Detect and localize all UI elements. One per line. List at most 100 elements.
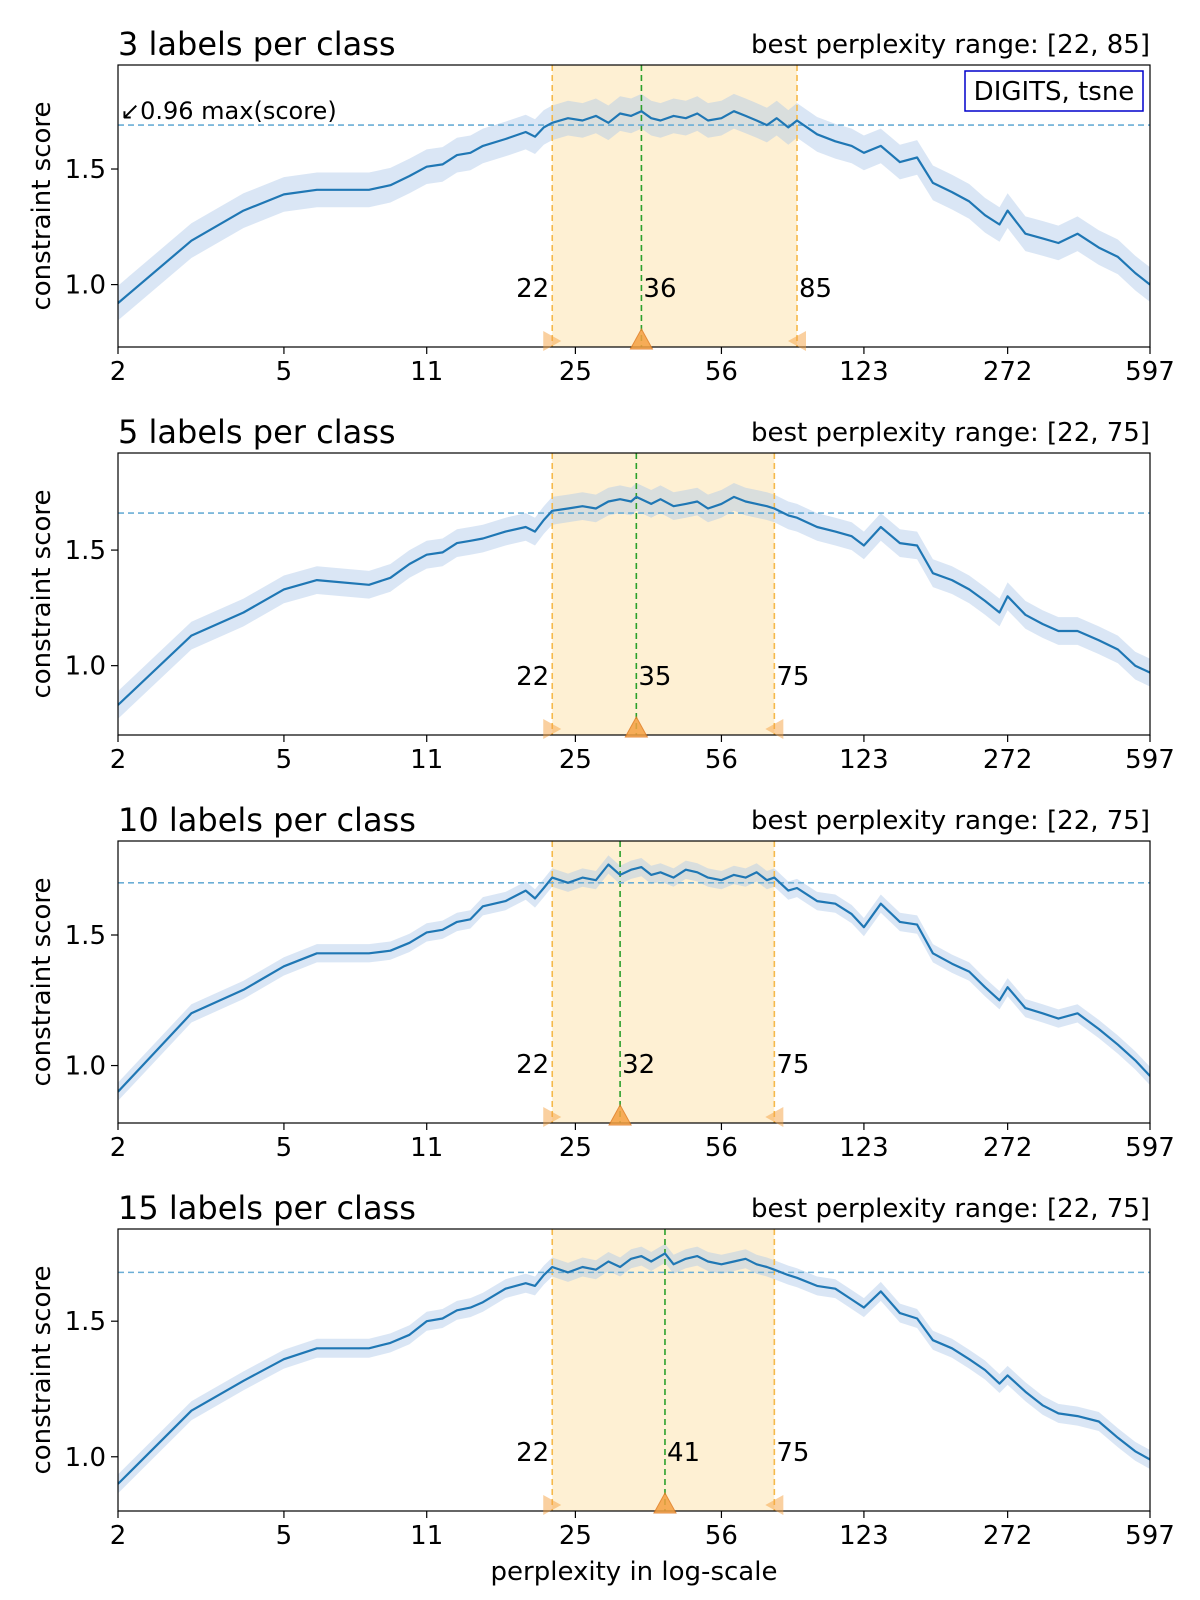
x-tick-label: 5	[276, 357, 293, 387]
plot-area	[118, 1229, 1150, 1511]
axes-frame	[117, 1228, 1151, 1512]
x-tick-label: 11	[410, 1133, 443, 1163]
chart-panel-3: 22 32 752 5 11 25 56 123 272 5971.01.5constraint …	[27, 801, 1175, 1163]
best-range-label: best perplexity range: [22, 75]	[751, 1194, 1150, 1224]
best-perplexity-label: 41	[667, 1438, 700, 1468]
x-tick-label: 272	[983, 1521, 1033, 1551]
x-tick-label: 2	[110, 1133, 127, 1163]
best-range-label: best perplexity range: [22, 75]	[751, 418, 1150, 448]
range-min-label: 22	[516, 274, 549, 304]
x-tick-label: 5	[276, 745, 293, 775]
x-axis-label: perplexity in log-scale	[491, 1557, 778, 1587]
x-tick-label: 11	[410, 1521, 443, 1551]
range-max-marker	[765, 1495, 784, 1515]
score-std-band	[118, 855, 1150, 1101]
x-tick-label: 5	[276, 1521, 293, 1551]
range-max-label: 75	[776, 1438, 809, 1468]
plot-area	[118, 453, 1150, 735]
score-series-line	[118, 1252, 1150, 1485]
x-tick-label: 56	[705, 1133, 738, 1163]
best-range-label: best perplexity range: [22, 75]	[751, 806, 1150, 836]
range-min-marker	[543, 331, 562, 351]
x-tick-label: 11	[410, 745, 443, 775]
legend-label: DIGITS, tsne	[974, 77, 1135, 107]
x-tick-label: 123	[839, 1133, 889, 1163]
best-perplexity-marker	[629, 327, 654, 350]
best-range-label: best perplexity range: [22, 85]	[751, 30, 1150, 60]
x-tick-label: 123	[839, 357, 889, 387]
x-tick-label: 25	[559, 1521, 592, 1551]
best-perplexity-marker	[624, 715, 649, 738]
x-tick-label: 2	[110, 357, 127, 387]
legend-box: DIGITS, tsne	[964, 70, 1144, 112]
y-tick-label: 1.5	[65, 921, 106, 951]
y-axis-label: constraint score	[27, 489, 57, 698]
best-perplexity-marker	[608, 1103, 632, 1126]
x-tick-label: 597	[1125, 357, 1175, 387]
best-range-shade	[552, 65, 798, 347]
y-axis-label: constraint score	[27, 1265, 57, 1474]
range-min-marker	[543, 719, 562, 739]
y-tick-label: 1.0	[65, 271, 106, 301]
plot-area	[118, 65, 1150, 347]
panel-title: 15 labels per class	[118, 1189, 416, 1227]
range-max-label: 85	[799, 274, 832, 304]
range-max-marker	[765, 719, 784, 739]
x-tick-label: 25	[559, 745, 592, 775]
x-tick-label: 272	[983, 357, 1033, 387]
x-tick-label: 597	[1125, 745, 1175, 775]
x-tick-label: 2	[110, 745, 127, 775]
range-min-label: 22	[516, 1050, 549, 1080]
axes-frame	[117, 840, 1151, 1124]
x-tick-label: 56	[705, 1521, 738, 1551]
plot-area	[118, 841, 1150, 1123]
range-min-label: 22	[516, 662, 549, 692]
chart-panel-2: 22 35 752 5 11 25 56 123 272 5971.01.5constraint …	[27, 413, 1175, 775]
range-min-marker	[543, 1107, 562, 1127]
x-tick-label: 11	[410, 357, 443, 387]
threshold-label: ↙0.96 max(score)	[120, 97, 337, 125]
chart-panel-4: 22 41 752 5 11 25 56 123 272 5971.01.5constraint …	[27, 1189, 1175, 1551]
range-min-label: 22	[516, 1438, 549, 1468]
score-series-line	[118, 495, 1150, 706]
y-tick-label: 1.0	[65, 1443, 106, 1473]
x-tick-label: 123	[839, 745, 889, 775]
y-axis-label: constraint score	[27, 877, 57, 1086]
x-tick-label: 597	[1125, 1521, 1175, 1551]
panel-title: 3 labels per class	[118, 25, 396, 63]
best-perplexity-label: 35	[638, 662, 671, 692]
best-perplexity-marker	[653, 1491, 677, 1514]
best-range-shade	[552, 841, 775, 1123]
range-min-marker	[543, 1495, 562, 1515]
x-tick-label: 56	[705, 745, 738, 775]
best-perplexity-label: 36	[643, 274, 676, 304]
score-series-line	[118, 863, 1150, 1093]
score-series-line	[118, 110, 1150, 304]
score-std-band	[118, 93, 1150, 321]
range-max-label: 75	[776, 1050, 809, 1080]
y-tick-label: 1.0	[65, 652, 106, 682]
range-max-marker	[765, 1107, 784, 1127]
x-tick-label: 25	[559, 357, 592, 387]
x-tick-label: 2	[110, 1521, 127, 1551]
chart-panel-1: 22 36 852 5 11 25 56 123 272 5971.01.5constraint …	[27, 25, 1175, 387]
x-tick-label: 123	[839, 1521, 889, 1551]
x-tick-label: 597	[1125, 1133, 1175, 1163]
range-max-label: 75	[776, 662, 809, 692]
y-tick-label: 1.5	[65, 155, 106, 185]
x-tick-label: 272	[983, 745, 1033, 775]
y-tick-label: 1.5	[65, 1307, 106, 1337]
y-axis-label: constraint score	[27, 101, 57, 310]
x-tick-label: 272	[983, 1133, 1033, 1163]
range-max-marker	[788, 331, 807, 351]
best-perplexity-label: 32	[622, 1050, 655, 1080]
score-std-band	[118, 483, 1150, 719]
x-tick-label: 56	[705, 357, 738, 387]
best-range-shade	[552, 1229, 775, 1511]
y-tick-label: 1.0	[65, 1052, 106, 1082]
x-tick-label: 25	[559, 1133, 592, 1163]
panel-title: 10 labels per class	[118, 801, 416, 839]
x-tick-label: 5	[276, 1133, 293, 1163]
panel-title: 5 labels per class	[118, 413, 396, 451]
